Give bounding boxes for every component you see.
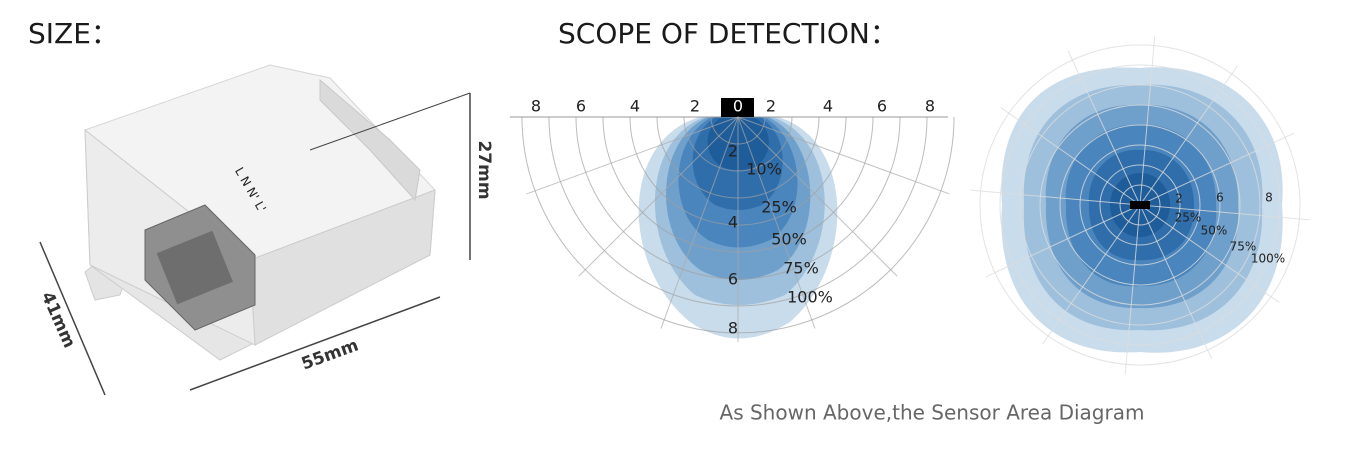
depth-label: 6 <box>728 270 738 289</box>
range-ring <box>1019 84 1261 326</box>
depth-label: 4 <box>728 213 738 232</box>
radial-line <box>1139 35 1156 206</box>
distance-label: 8 <box>531 97 541 116</box>
sensitivity-label: 100% <box>787 288 833 307</box>
depth-label: 8 <box>728 319 738 338</box>
sensitivity-label: 25% <box>761 198 797 217</box>
radial-line <box>1139 204 1280 303</box>
sensitivity-label: 50% <box>1201 224 1228 238</box>
distance-label: 4 <box>630 97 640 116</box>
range-ring <box>1079 144 1201 266</box>
range-ring <box>1039 104 1241 306</box>
side-view <box>510 98 955 342</box>
range-ring <box>1119 184 1161 226</box>
sensitivity-label: 10% <box>746 160 782 179</box>
size-title: SIZE： <box>28 17 119 50</box>
radial-line <box>1124 204 1141 375</box>
sensor <box>1130 201 1150 209</box>
distance-label: 6 <box>576 97 586 116</box>
radial-line <box>1067 50 1141 206</box>
range-ring <box>979 44 1301 366</box>
ring-label: 2 <box>1175 192 1183 206</box>
radial-line <box>1139 65 1238 206</box>
top-view <box>970 35 1310 375</box>
radial-line <box>970 189 1141 206</box>
device <box>39 64 471 396</box>
ring-label: 8 <box>1265 191 1273 205</box>
distance-label: 6 <box>877 97 887 116</box>
distance-label: 2 <box>690 97 700 116</box>
sensitivity-label: 50% <box>771 230 807 249</box>
radial-line <box>1139 132 1295 206</box>
height-label: 27mm <box>474 140 494 199</box>
scope-title: SCOPE OF DETECTION： <box>558 17 898 50</box>
range-ring <box>1099 164 1181 246</box>
sensitivity-label: 100% <box>1251 252 1285 266</box>
radial-line <box>1042 204 1141 345</box>
range-ring <box>999 64 1281 346</box>
radial-line <box>737 116 950 195</box>
distance-label: 0 <box>733 97 743 116</box>
distance-label: 4 <box>823 97 833 116</box>
radial-line <box>660 116 739 329</box>
radial-line <box>1000 107 1141 206</box>
width-label: 55mm <box>299 335 361 374</box>
radial-line <box>1139 204 1310 221</box>
radial-line <box>1139 204 1213 360</box>
distance-label: 2 <box>766 97 776 116</box>
radial-line <box>737 116 816 329</box>
radial-line <box>526 116 739 195</box>
radial-line <box>737 116 898 277</box>
ring-label: 6 <box>1216 191 1224 205</box>
sensitivity-label: 75% <box>783 259 819 278</box>
sensitivity-label: 75% <box>1230 240 1257 254</box>
sensitivity-label: 25% <box>1175 211 1202 225</box>
caption: As Shown Above,the Sensor Area Diagram <box>720 401 1145 425</box>
radial-line <box>578 116 739 277</box>
radial-line <box>985 204 1141 278</box>
distance-label: 8 <box>925 97 935 116</box>
range-ring <box>1059 124 1221 286</box>
depth-label: 2 <box>728 142 738 161</box>
